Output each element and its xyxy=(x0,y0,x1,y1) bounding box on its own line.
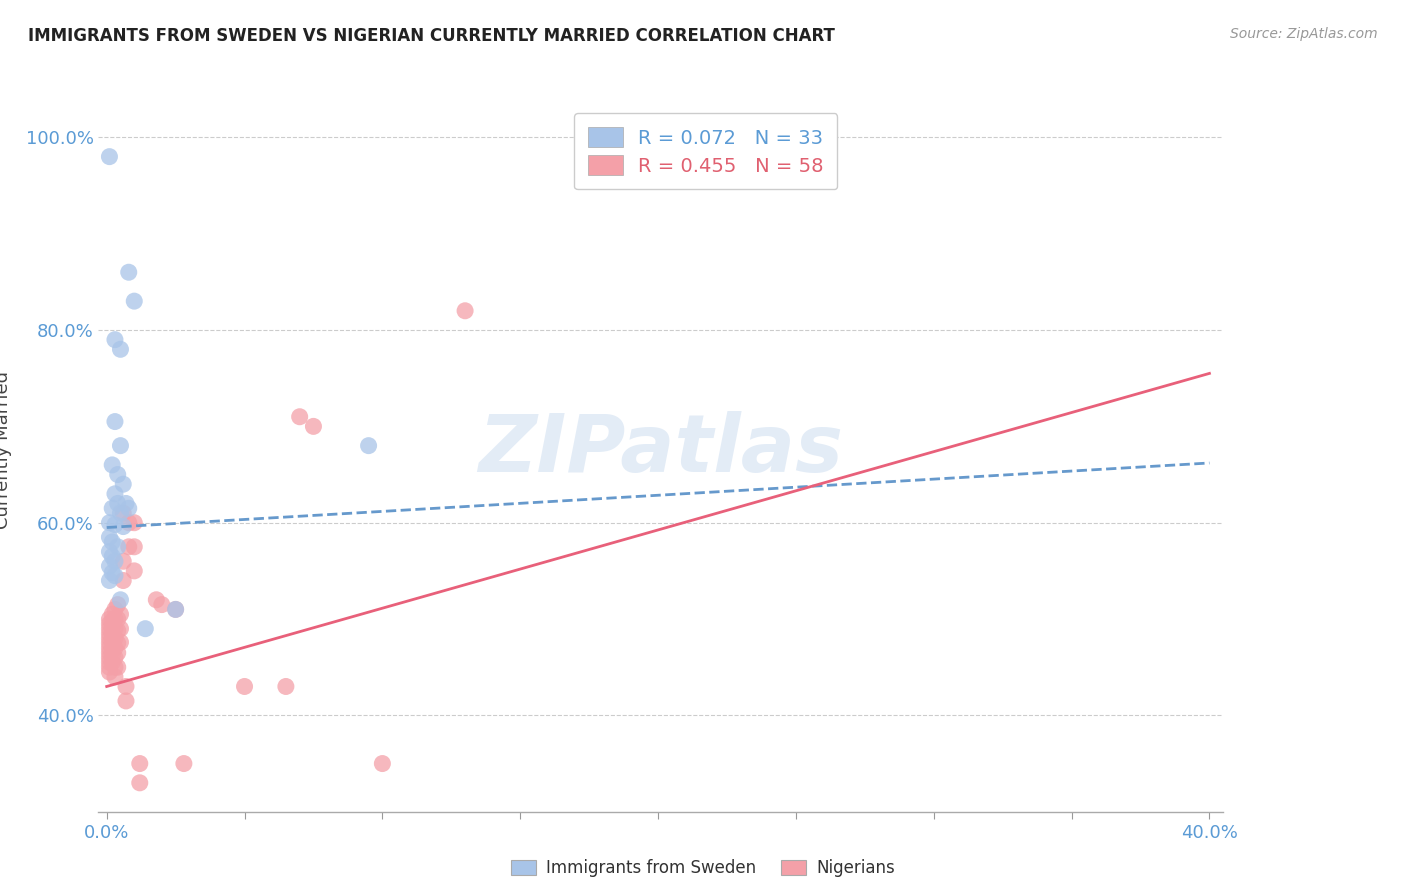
Legend: R = 0.072   N = 33, R = 0.455   N = 58: R = 0.072 N = 33, R = 0.455 N = 58 xyxy=(574,113,838,189)
Point xyxy=(98,656,121,670)
Legend: Immigrants from Sweden, Nigerians: Immigrants from Sweden, Nigerians xyxy=(505,853,901,884)
Point xyxy=(104,333,127,347)
Point xyxy=(173,756,195,771)
Point xyxy=(101,626,124,640)
Point xyxy=(107,496,129,510)
Point xyxy=(98,626,121,640)
Point xyxy=(104,660,127,674)
Point xyxy=(107,612,129,626)
Point xyxy=(98,612,121,626)
Point xyxy=(98,660,121,674)
Point xyxy=(165,602,187,616)
Point xyxy=(104,650,127,665)
Point xyxy=(150,598,173,612)
Y-axis label: Currently Married: Currently Married xyxy=(0,371,11,530)
Point xyxy=(98,559,121,574)
Point xyxy=(107,646,129,660)
Point xyxy=(101,614,124,628)
Point xyxy=(115,694,138,708)
Point xyxy=(112,477,135,491)
Point xyxy=(110,506,132,520)
Point xyxy=(165,602,187,616)
Point xyxy=(118,516,141,530)
Point xyxy=(101,458,124,472)
Point xyxy=(104,568,127,582)
Point xyxy=(98,650,121,665)
Point xyxy=(112,519,135,533)
Point xyxy=(101,501,124,516)
Point xyxy=(98,544,121,558)
Point xyxy=(104,612,127,626)
Point xyxy=(110,592,132,607)
Point xyxy=(101,607,124,622)
Point xyxy=(107,540,129,554)
Point xyxy=(101,535,124,549)
Text: Source: ZipAtlas.com: Source: ZipAtlas.com xyxy=(1230,27,1378,41)
Point xyxy=(98,636,121,650)
Point xyxy=(288,409,311,424)
Point xyxy=(110,635,132,649)
Point xyxy=(302,419,325,434)
Point xyxy=(110,607,132,622)
Point xyxy=(112,554,135,568)
Point xyxy=(101,656,124,670)
Point xyxy=(104,487,127,501)
Point xyxy=(98,665,121,679)
Text: IMMIGRANTS FROM SWEDEN VS NIGERIAN CURRENTLY MARRIED CORRELATION CHART: IMMIGRANTS FROM SWEDEN VS NIGERIAN CURRE… xyxy=(28,27,835,45)
Point xyxy=(98,574,121,588)
Point xyxy=(98,646,121,660)
Point xyxy=(122,294,145,309)
Point xyxy=(134,622,156,636)
Point xyxy=(98,622,121,636)
Point xyxy=(274,680,297,694)
Point xyxy=(98,632,121,646)
Point xyxy=(98,530,121,544)
Point xyxy=(107,598,129,612)
Point xyxy=(98,150,121,164)
Point xyxy=(112,506,135,520)
Point xyxy=(145,592,167,607)
Point xyxy=(107,660,129,674)
Point xyxy=(118,501,141,516)
Point xyxy=(104,622,127,636)
Point xyxy=(110,439,132,453)
Text: ZIPatlas: ZIPatlas xyxy=(478,411,844,490)
Point xyxy=(101,648,124,662)
Point xyxy=(357,439,380,453)
Point xyxy=(104,554,127,568)
Point xyxy=(112,574,135,588)
Point xyxy=(104,640,127,655)
Point xyxy=(104,632,127,646)
Point xyxy=(118,540,141,554)
Point xyxy=(101,640,124,655)
Point xyxy=(104,670,127,684)
Point xyxy=(371,756,394,771)
Point xyxy=(233,680,256,694)
Point xyxy=(104,517,127,532)
Point xyxy=(98,516,121,530)
Point xyxy=(104,602,127,616)
Point xyxy=(107,467,129,482)
Point xyxy=(115,680,138,694)
Point xyxy=(107,636,129,650)
Point xyxy=(107,624,129,638)
Point xyxy=(98,616,121,631)
Point xyxy=(110,622,132,636)
Point xyxy=(101,549,124,564)
Point xyxy=(122,564,145,578)
Point xyxy=(128,776,150,790)
Point xyxy=(101,633,124,648)
Point xyxy=(115,496,138,510)
Point xyxy=(101,566,124,580)
Point xyxy=(122,516,145,530)
Point xyxy=(101,620,124,634)
Point xyxy=(110,343,132,357)
Point xyxy=(122,540,145,554)
Point xyxy=(98,640,121,655)
Point xyxy=(454,303,477,318)
Point xyxy=(118,265,141,279)
Point xyxy=(104,415,127,429)
Point xyxy=(128,756,150,771)
